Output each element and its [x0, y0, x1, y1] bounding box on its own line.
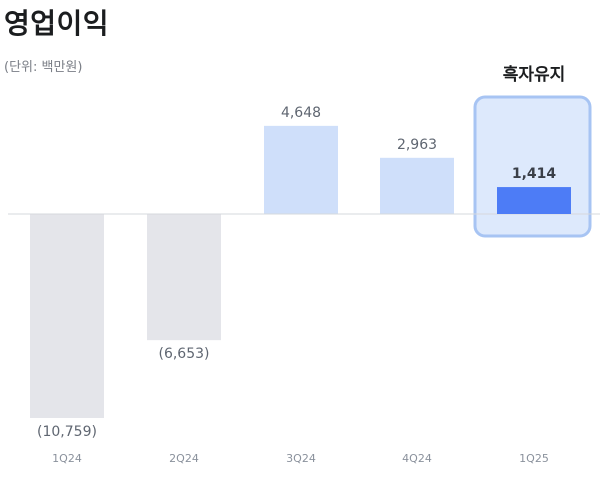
x-tick-1Q25: 1Q25	[519, 452, 549, 465]
x-tick-1Q24: 1Q24	[52, 452, 82, 465]
bar-2Q24	[147, 214, 221, 341]
highlight-annotation: 흑자유지	[503, 64, 566, 85]
data-label-1Q24: (10,759)	[37, 424, 97, 440]
chart-title: 영업이익	[4, 7, 110, 40]
data-label-4Q24: 2,963	[397, 137, 437, 153]
bar-1Q24	[30, 214, 104, 418]
unit-label: (단위: 백만원)	[4, 60, 83, 75]
x-tick-3Q24: 3Q24	[286, 452, 316, 465]
data-label-2Q24: (6,653)	[158, 346, 209, 362]
bar-3Q24	[264, 125, 338, 214]
x-tick-4Q24: 4Q24	[402, 452, 432, 465]
x-tick-2Q24: 2Q24	[169, 452, 199, 465]
bar-highlight-overlay	[497, 187, 571, 214]
bar-4Q24	[380, 157, 454, 214]
data-label-1Q25: 1,414	[512, 166, 557, 182]
data-label-3Q24: 4,648	[281, 105, 321, 121]
